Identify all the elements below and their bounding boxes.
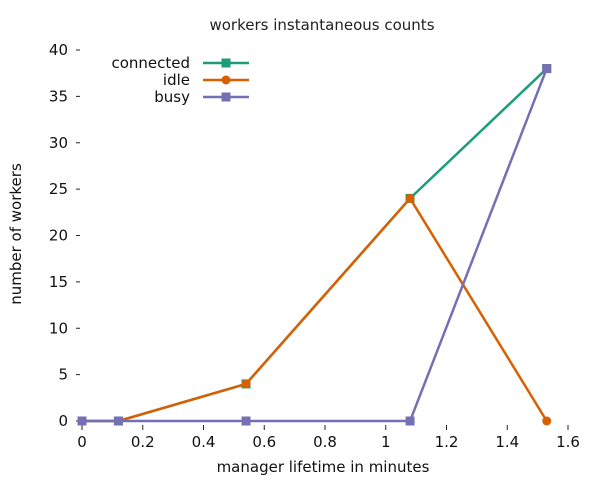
x-axis-label: manager lifetime in minutes	[217, 458, 430, 476]
legend-label: busy	[154, 88, 190, 106]
y-tick-label: 25	[49, 180, 68, 198]
chart-title: workers instantaneous counts	[209, 16, 434, 34]
series-line-connected	[82, 67, 548, 423]
y-tick-label: 30	[49, 134, 68, 152]
data-point-idle	[542, 416, 552, 426]
legend-swatch-marker	[221, 92, 231, 102]
y-axis-label: number of workers	[7, 163, 25, 305]
x-tick-label: 0	[77, 433, 87, 451]
series-line-busy	[82, 68, 548, 423]
legend-item-busy: busy	[154, 88, 249, 106]
data-point-busy	[113, 416, 123, 426]
series-connected	[77, 64, 552, 426]
x-tick-label: 0.8	[313, 433, 337, 451]
y-tick-label: 0	[58, 412, 68, 430]
legend-swatch-marker	[221, 75, 231, 85]
legend-label: idle	[163, 71, 190, 89]
data-point-idle	[405, 193, 415, 203]
y-tick-label: 10	[49, 319, 68, 337]
series-busy	[77, 64, 552, 426]
x-tick-label: 0.6	[252, 433, 276, 451]
data-point-busy	[77, 416, 87, 426]
y-tick-label: 5	[58, 366, 68, 384]
series-layer	[77, 64, 552, 426]
series-line-idle	[82, 197, 548, 423]
data-point-busy	[241, 416, 251, 426]
legend-swatch-marker	[221, 58, 231, 68]
x-tick-label: 1.4	[495, 433, 519, 451]
legend-label: connected	[111, 54, 190, 72]
axes: 0 5 10 15 20 25 30 35 40 0 0.2 0.4 0.6 0.8 1 1.2 1.4 1.6	[49, 41, 580, 451]
y-tick-label: 40	[49, 41, 68, 59]
x-tick-label: 1	[381, 433, 391, 451]
legend-item-connected: connected	[111, 54, 249, 72]
y-tick-label: 15	[49, 273, 68, 291]
legend-item-idle: idle	[163, 71, 249, 89]
x-tick-label: 0.4	[192, 433, 216, 451]
x-tick-label: 0.2	[131, 433, 155, 451]
x-tick-label: 1.2	[435, 433, 459, 451]
data-point-busy	[542, 64, 552, 74]
data-point-idle	[241, 379, 251, 389]
data-point-busy	[405, 416, 415, 426]
y-tick-label: 35	[49, 87, 68, 105]
x-tick-label: 1.6	[556, 433, 580, 451]
y-tick-label: 20	[49, 227, 68, 245]
series-idle	[77, 193, 552, 426]
